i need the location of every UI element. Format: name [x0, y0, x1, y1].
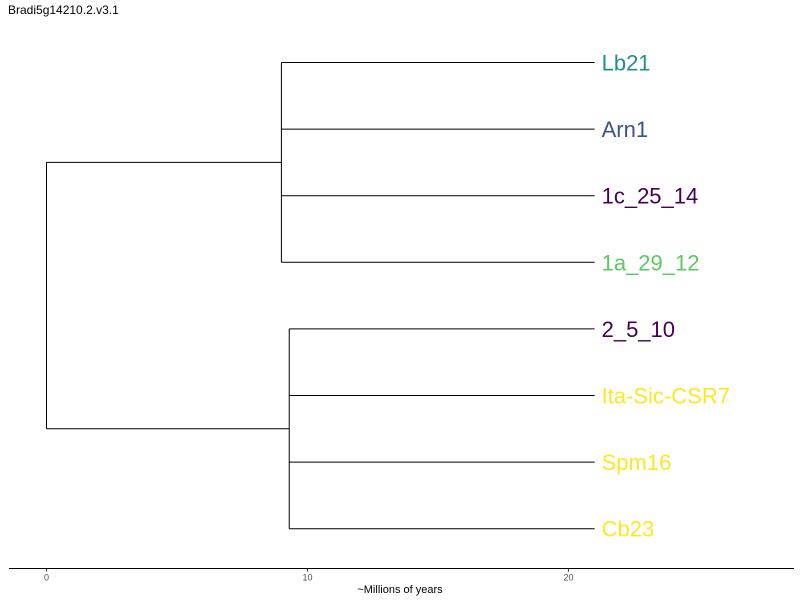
tip-label: Lb21 — [602, 51, 651, 76]
tip-label: 1c_25_14 — [602, 184, 699, 209]
tip-label: Spm16 — [602, 450, 672, 475]
axis-tick-label: 10 — [302, 573, 312, 583]
axis-tick-label: 20 — [563, 573, 573, 583]
tip-label: Ita-Sic-CSR7 — [602, 384, 730, 409]
tree-branches — [46, 62, 595, 530]
time-axis: 0 10 20 ~Millions of years — [9, 568, 794, 596]
axis-tick-label: 0 — [44, 573, 49, 583]
axis-ticks: 0 10 20 — [44, 568, 574, 583]
tip-label: 2_5_10 — [602, 317, 675, 342]
figure-title: Bradi5g14210.2.v3.1 — [8, 3, 119, 17]
tip-label: 1a_29_12 — [602, 250, 700, 275]
tip-label: Arn1 — [602, 117, 648, 142]
tip-label: Cb23 — [602, 517, 655, 542]
axis-title: ~Millions of years — [357, 584, 443, 596]
tip-labels: Lb21 Arn1 1c_25_14 1a_29_12 2_5_10 Ita-Sic-CS… — [602, 51, 730, 542]
